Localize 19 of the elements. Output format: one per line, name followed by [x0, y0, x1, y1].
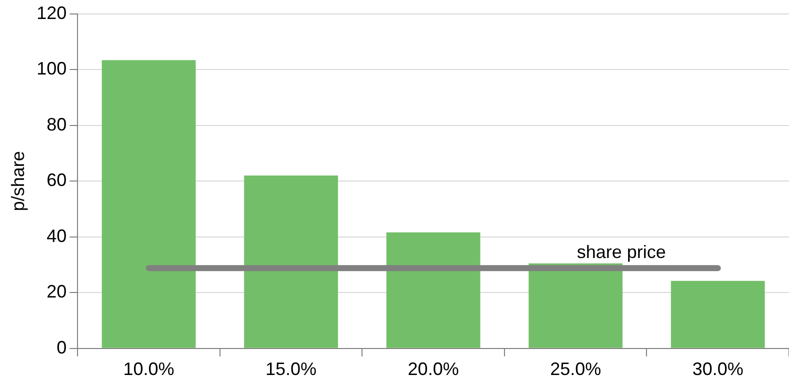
- x-tick-label: 30.0%: [692, 359, 744, 380]
- series-label: share price: [576, 242, 666, 262]
- x-tick-label: 25.0%: [550, 359, 602, 380]
- x-tick-label: 15.0%: [266, 359, 317, 380]
- bar: [670, 280, 765, 348]
- y-axis-title: p/share: [8, 151, 28, 212]
- y-tick-label: 0: [56, 337, 67, 358]
- bar: [528, 263, 623, 348]
- y-tick-label: 20: [46, 282, 67, 302]
- y-tick-label: 60: [46, 170, 67, 190]
- y-tick-label: 120: [36, 2, 67, 23]
- y-tick-label: 100: [36, 58, 67, 79]
- y-tick-label: 80: [46, 114, 67, 134]
- bar: [244, 176, 338, 348]
- x-tick-label: 20.0%: [408, 359, 459, 380]
- y-tick-label: 40: [46, 226, 67, 246]
- bar: [102, 60, 196, 348]
- bar: [386, 232, 480, 348]
- x-tick-label: 10.0%: [123, 359, 174, 380]
